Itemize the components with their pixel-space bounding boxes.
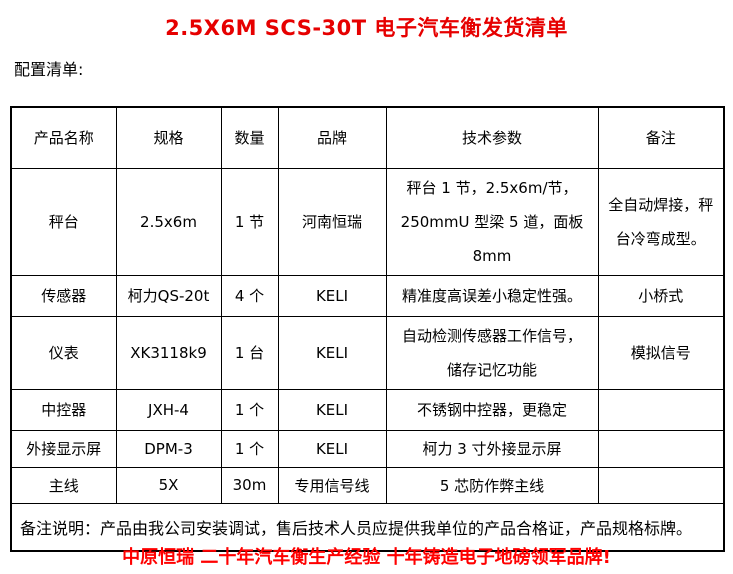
cell-qty: 4 个 xyxy=(220,274,279,317)
cell-brand: 专用信号线 xyxy=(277,466,387,504)
cell-note: 小桥式 xyxy=(597,274,725,317)
header-brand: 品牌 xyxy=(277,106,387,169)
table-row-mainline: 主线 5X 30m 专用信号线 5 芯防作弊主线 xyxy=(10,466,725,504)
cell-params: 柯力 3 寸外接显示屏 xyxy=(385,429,599,468)
page-title: 2.5X6M SCS-30T 电子汽车衡发货清单 xyxy=(165,16,568,40)
cell-note: 全自动焊接，秤 台冷弯成型。 xyxy=(597,167,725,276)
cell-spec: 2.5x6m xyxy=(115,167,222,276)
cell-qty: 1 台 xyxy=(220,315,279,390)
cell-brand: KELI xyxy=(277,274,387,317)
section-label: 配置清单: xyxy=(14,60,84,79)
cell-product-name: 秤台 xyxy=(10,167,117,276)
table-row-indicator: 仪表 XK3118k9 1 台 KELI 自动检测传感器工作信号， 储存记忆功能… xyxy=(10,315,725,390)
cell-product-name: 仪表 xyxy=(10,315,117,390)
cell-qty: 1 个 xyxy=(220,388,279,431)
cell-spec: XK3118k9 xyxy=(115,315,222,390)
cell-brand: KELI xyxy=(277,315,387,390)
footer-slogan: 中原恒瑞 二十年汽车衡生产经验 十年铸造电子地磅领军品牌! xyxy=(122,547,611,568)
cell-qty: 30m xyxy=(220,466,279,504)
header-spec: 规格 xyxy=(115,106,222,169)
cell-brand: KELI xyxy=(277,429,387,468)
cell-qty: 1 节 xyxy=(220,167,279,276)
table-row-controller: 中控器 JXH-4 1 个 KELI 不锈钢中控器，更稳定 xyxy=(10,388,725,431)
cell-brand: KELI xyxy=(277,388,387,431)
table-row-sensor: 传感器 柯力QS-20t 4 个 KELI 精准度高误差小稳定性强。 小桥式 xyxy=(10,274,725,317)
header-params: 技术参数 xyxy=(385,106,599,169)
remark-text: 备注说明：产品由我公司安装调试，售后技术人员应提供我单位的产品合格证，产品规格标… xyxy=(10,502,725,552)
cell-params: 5 芯防作弊主线 xyxy=(385,466,599,504)
cell-product-name: 外接显示屏 xyxy=(10,429,117,468)
cell-note xyxy=(597,466,725,504)
cell-spec: JXH-4 xyxy=(115,388,222,431)
header-product-name: 产品名称 xyxy=(10,106,117,169)
cell-qty: 1 个 xyxy=(220,429,279,468)
header-qty: 数量 xyxy=(220,106,279,169)
table-row-platform: 秤台 2.5x6m 1 节 河南恒瑞 秤台 1 节，2.5x6m/节， 250m… xyxy=(10,167,725,276)
cell-spec: DPM-3 xyxy=(115,429,222,468)
cell-product-name: 主线 xyxy=(10,466,117,504)
cell-params: 精准度高误差小稳定性强。 xyxy=(385,274,599,317)
cell-spec: 5X xyxy=(115,466,222,504)
cell-note xyxy=(597,388,725,431)
cell-params: 自动检测传感器工作信号， 储存记忆功能 xyxy=(385,315,599,390)
header-note: 备注 xyxy=(597,106,725,169)
cell-brand: 河南恒瑞 xyxy=(277,167,387,276)
cell-product-name: 中控器 xyxy=(10,388,117,431)
cell-note: 模拟信号 xyxy=(597,315,725,390)
table-row-display: 外接显示屏 DPM-3 1 个 KELI 柯力 3 寸外接显示屏 xyxy=(10,429,725,468)
products-table: 产品名称 规格 数量 品牌 技术参数 备注 秤台 2.5x6m 1 节 河南恒瑞… xyxy=(10,106,725,552)
cell-note xyxy=(597,429,725,468)
cell-product-name: 传感器 xyxy=(10,274,117,317)
table-header-row: 产品名称 规格 数量 品牌 技术参数 备注 xyxy=(10,106,725,169)
cell-params: 不锈钢中控器，更稳定 xyxy=(385,388,599,431)
cell-params: 秤台 1 节，2.5x6m/节， 250mmU 型梁 5 道，面板 8mm xyxy=(385,167,599,276)
cell-spec: 柯力QS-20t xyxy=(115,274,222,317)
table-remark-row: 备注说明：产品由我公司安装调试，售后技术人员应提供我单位的产品合格证，产品规格标… xyxy=(10,502,725,552)
